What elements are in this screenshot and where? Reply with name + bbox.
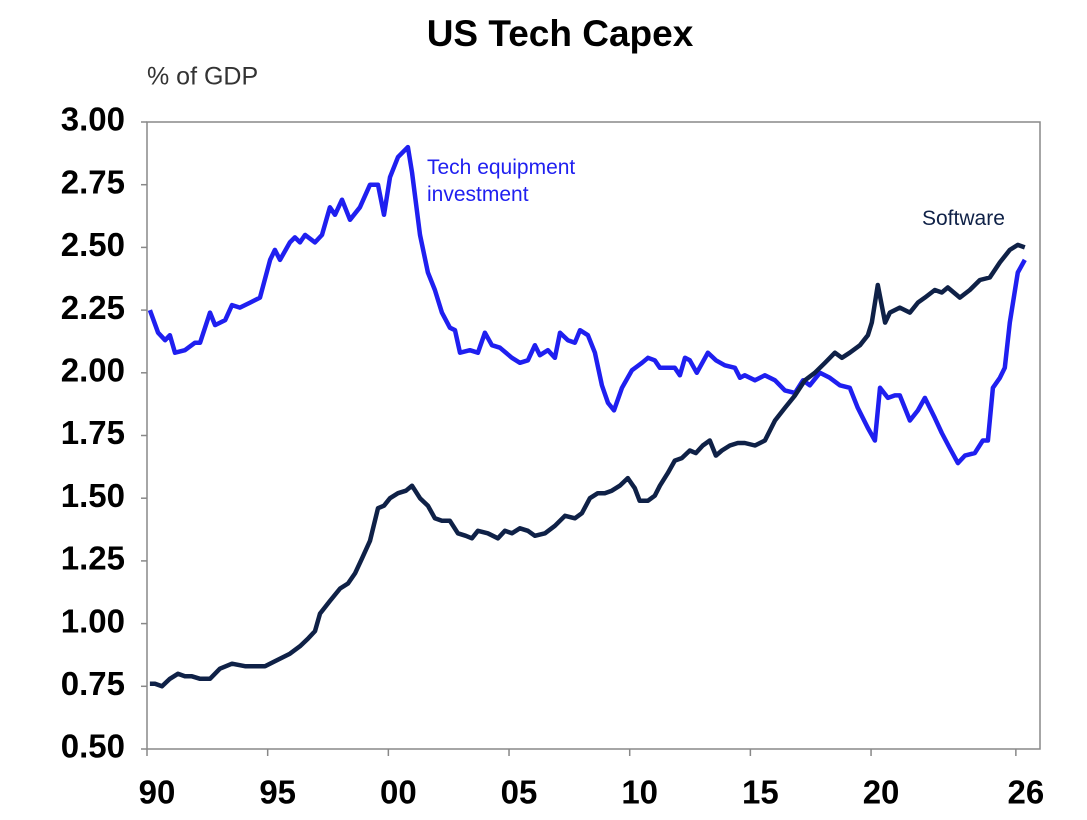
annotation: Software	[922, 207, 1005, 230]
x-tick-label: 20	[863, 774, 900, 811]
y-axis-label: % of GDP	[147, 63, 258, 91]
y-tick-label: 0.75	[61, 665, 125, 702]
annotation: Tech equipment investment	[427, 156, 576, 206]
x-tick-label: 10	[621, 774, 658, 811]
plot-frame	[146, 121, 1041, 750]
y-tick-label: 2.75	[61, 163, 125, 200]
y-tick-label: 1.75	[61, 414, 125, 451]
x-tick-label: 26	[1008, 774, 1045, 811]
series-line	[149, 242, 1026, 689]
x-tick-label: 05	[501, 774, 538, 811]
y-tick-label: 1.00	[61, 602, 125, 639]
y-tick-label: 1.25	[61, 540, 125, 577]
series-line	[147, 144, 1027, 466]
x-tick-label: 95	[259, 774, 296, 811]
y-tick-label: 1.50	[61, 477, 125, 514]
chart-title: US Tech Capex	[427, 13, 694, 54]
x-tick-label: 90	[139, 774, 176, 811]
y-tick-label: 2.50	[61, 226, 125, 263]
y-tick-label: 2.25	[61, 289, 125, 326]
x-tick-label: 00	[380, 774, 417, 811]
y-tick-label: 0.50	[61, 728, 125, 765]
y-tick-label: 2.00	[61, 352, 125, 389]
y-tick-label: 3.00	[61, 101, 125, 138]
x-tick-label: 15	[742, 774, 779, 811]
